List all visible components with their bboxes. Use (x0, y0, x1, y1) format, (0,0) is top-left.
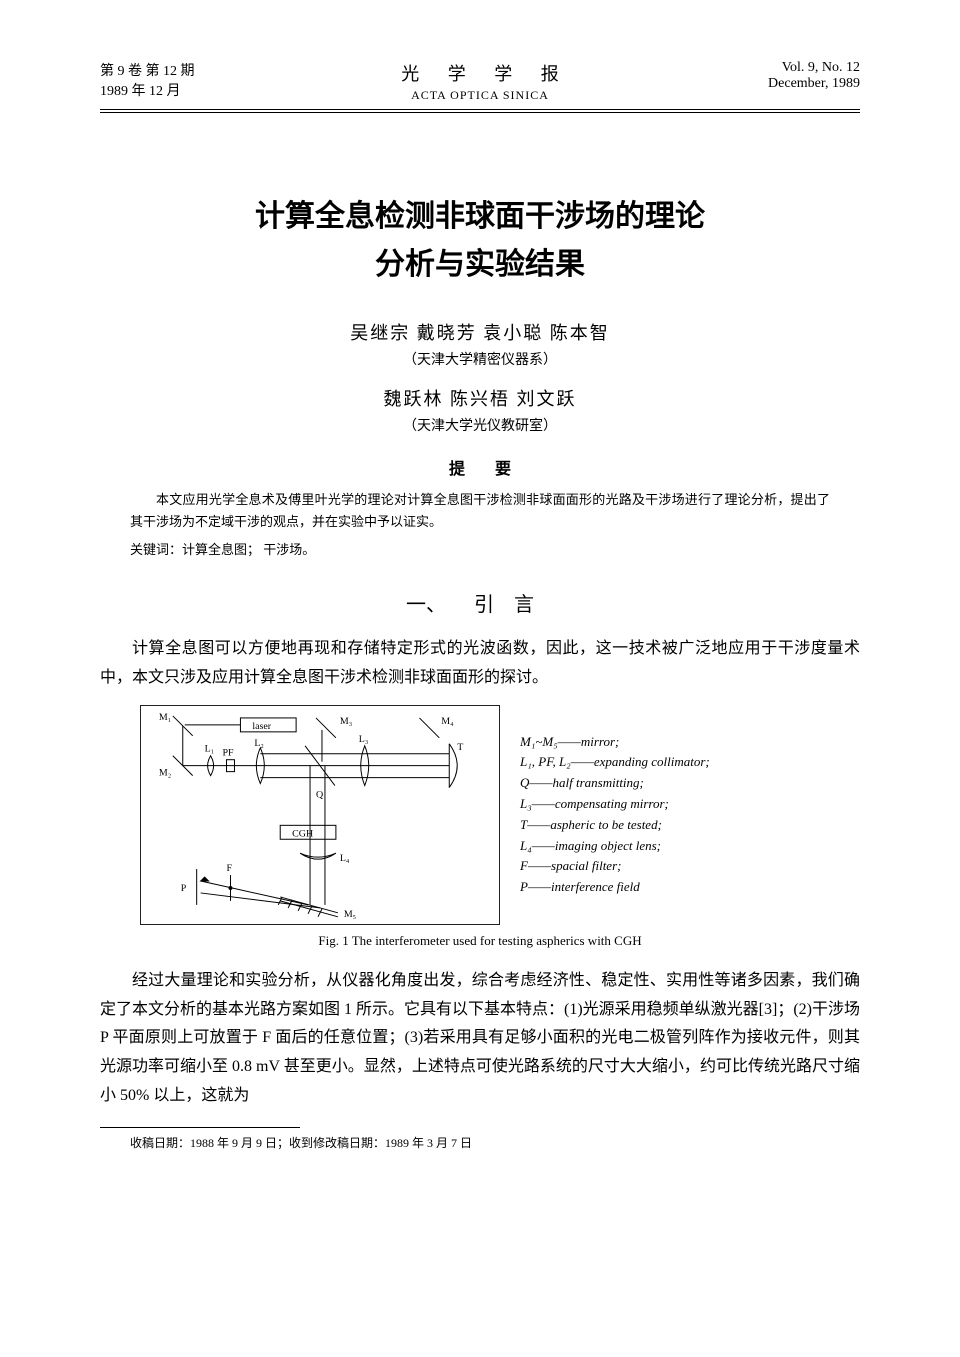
keywords-label: 关键词： (130, 542, 182, 557)
label-M1: M₁ (159, 712, 171, 723)
label-L1: L₁ (205, 744, 215, 755)
figure-1-legend: M₁~M₅——mirror; L₁, PF, L₂——expanding col… (520, 732, 710, 898)
footnote-dates: 收稿日期：1988 年 9 月 9 日；收到修改稿日期：1989 年 3 月 7… (130, 1134, 860, 1151)
label-M5: M₅ (344, 909, 356, 920)
header-left: 第 9 卷 第 12 期 1989 年 12 月 (100, 60, 320, 100)
authors-group1: 吴继宗 戴晓芳 袁小聪 陈本智 (100, 319, 860, 345)
figure-1-caption: Fig. 1 The interferometer used for testi… (100, 933, 860, 949)
label-P: P (181, 883, 187, 894)
affiliation-2: （天津大学光仪教研室） (100, 415, 860, 435)
page-header: 第 9 卷 第 12 期 1989 年 12 月 光 学 学 报 ACTA OP… (100, 60, 860, 103)
label-L2: L₂ (254, 738, 264, 749)
label-CGH: CGH (292, 828, 313, 839)
title-block: 计算全息检测非球面干涉场的理论 分析与实验结果 (100, 193, 860, 289)
journal-title-en: ACTA OPTICA SINICA (320, 88, 640, 103)
label-L3: L₃ (359, 734, 369, 745)
label-M3: M₃ (340, 716, 352, 727)
header-center: 光 学 学 报 ACTA OPTICA SINICA (320, 60, 640, 103)
label-Q: Q (316, 789, 323, 800)
label-T: T (457, 742, 463, 753)
legend-p: P——interference field (520, 877, 710, 898)
keywords-value: 计算全息图； 干涉场。 (182, 542, 315, 557)
title-line2: 分析与实验结果 (100, 241, 860, 289)
section-1-heading: 一、引言 (100, 588, 860, 617)
body-paragraph-1: 计算全息图可以方便地再现和存储特定形式的光波函数，因此，这一技术被广泛地应用于干… (100, 635, 860, 693)
title-line1: 计算全息检测非球面干涉场的理论 (100, 193, 860, 241)
section-1-title: 引言 (454, 594, 554, 616)
figure-1: laser M₁ M₂ L₁ PF L₂ Q (100, 705, 860, 925)
schematic-svg: laser M₁ M₂ L₁ PF L₂ Q (141, 706, 499, 925)
label-M4: M₄ (441, 716, 454, 727)
legend-m: M₁~M₅——mirror; (520, 732, 710, 753)
footnote-rule (100, 1127, 300, 1128)
legend-l3: L₃——compensating mirror; (520, 794, 710, 815)
affiliation-1: （天津大学精密仪器系） (100, 349, 860, 369)
header-rule (100, 109, 860, 113)
figure-1-schematic: laser M₁ M₂ L₁ PF L₂ Q (140, 705, 500, 925)
authors-group2: 魏跃林 陈兴梧 刘文跃 (100, 385, 860, 411)
header-right: Vol. 9, No. 12 December, 1989 (640, 60, 860, 92)
label-L4: L₄ (340, 853, 350, 864)
section-1-num: 一、 (406, 594, 446, 616)
keywords: 关键词：计算全息图； 干涉场。 (130, 539, 830, 558)
authors-block: 吴继宗 戴晓芳 袁小聪 陈本智 （天津大学精密仪器系） 魏跃林 陈兴梧 刘文跃 … (100, 319, 860, 435)
journal-title-cn: 光 学 学 报 (320, 60, 640, 86)
label-PF: PF (223, 748, 235, 759)
date-cn: 1989 年 12 月 (100, 80, 320, 100)
label-M2: M₂ (159, 767, 171, 778)
abstract-text: 本文应用光学全息术及傅里叶光学的理论对计算全息图干涉检测非球面面形的光路及干涉场… (130, 489, 830, 533)
legend-l4: L₄——imaging object lens; (520, 836, 710, 857)
body-paragraph-2: 经过大量理论和实验分析，从仪器化角度出发，综合考虑经济性、稳定性、实用性等诸多因… (100, 967, 860, 1111)
volume-issue-en: Vol. 9, No. 12 (640, 60, 860, 76)
abstract-heading: 提要 (100, 455, 860, 479)
label-F: F (227, 863, 233, 874)
legend-l: L₁, PF, L₂——expanding collimator; (520, 752, 710, 773)
date-en: December, 1989 (640, 76, 860, 92)
volume-issue-cn: 第 9 卷 第 12 期 (100, 60, 320, 80)
legend-q: Q——half transmitting; (520, 773, 710, 794)
label-laser: laser (252, 721, 271, 732)
legend-t: T——aspheric to be tested; (520, 815, 710, 836)
legend-f: F——spacial filter; (520, 856, 710, 877)
